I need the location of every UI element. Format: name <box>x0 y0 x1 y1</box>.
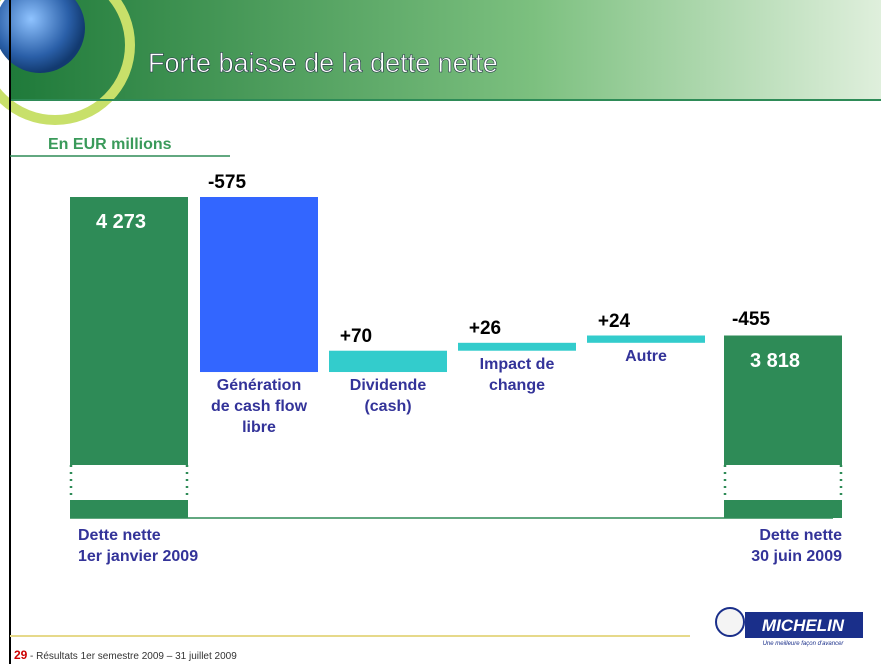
category-label: Autre <box>625 347 667 365</box>
page-number: 29 <box>14 648 28 662</box>
category-label: Dette nette 1er janvier 2009 <box>78 527 199 565</box>
slide-title: Forte baisse de la dette nette <box>148 48 498 78</box>
value-label: 4 273 <box>96 211 147 233</box>
logo-tagline: Une meilleure façon d'avancer <box>763 641 845 647</box>
bar <box>70 197 188 465</box>
bar-base <box>70 500 188 518</box>
header-band <box>10 0 881 100</box>
bar <box>458 342 576 351</box>
subtitle: En EUR millions <box>48 136 172 153</box>
globe <box>0 0 85 73</box>
bar <box>724 335 842 465</box>
bar <box>200 197 318 373</box>
logo: MICHELIN <box>762 616 845 635</box>
net-change-label: -455 <box>731 308 771 330</box>
category-label: Génération de cash flow libre <box>210 377 308 437</box>
category-label: Impact de change <box>479 355 555 394</box>
category-label: Dette nette 30 juin 2009 <box>751 527 842 565</box>
value-label: +26 <box>468 317 502 339</box>
bar <box>329 350 447 373</box>
category-label: Dividende (cash) <box>349 377 427 416</box>
bar <box>587 335 705 343</box>
value-label: 3 818 <box>750 349 801 372</box>
value-label: +24 <box>597 310 631 332</box>
value-label: +70 <box>339 325 373 347</box>
value-label: -575 <box>207 172 247 193</box>
footer: - Résultats 1er semestre 2009 – 31 juill… <box>30 651 237 662</box>
bibendum <box>715 607 745 637</box>
header-ring <box>0 0 135 125</box>
logo-plate <box>745 612 863 638</box>
bar-base <box>724 500 842 518</box>
